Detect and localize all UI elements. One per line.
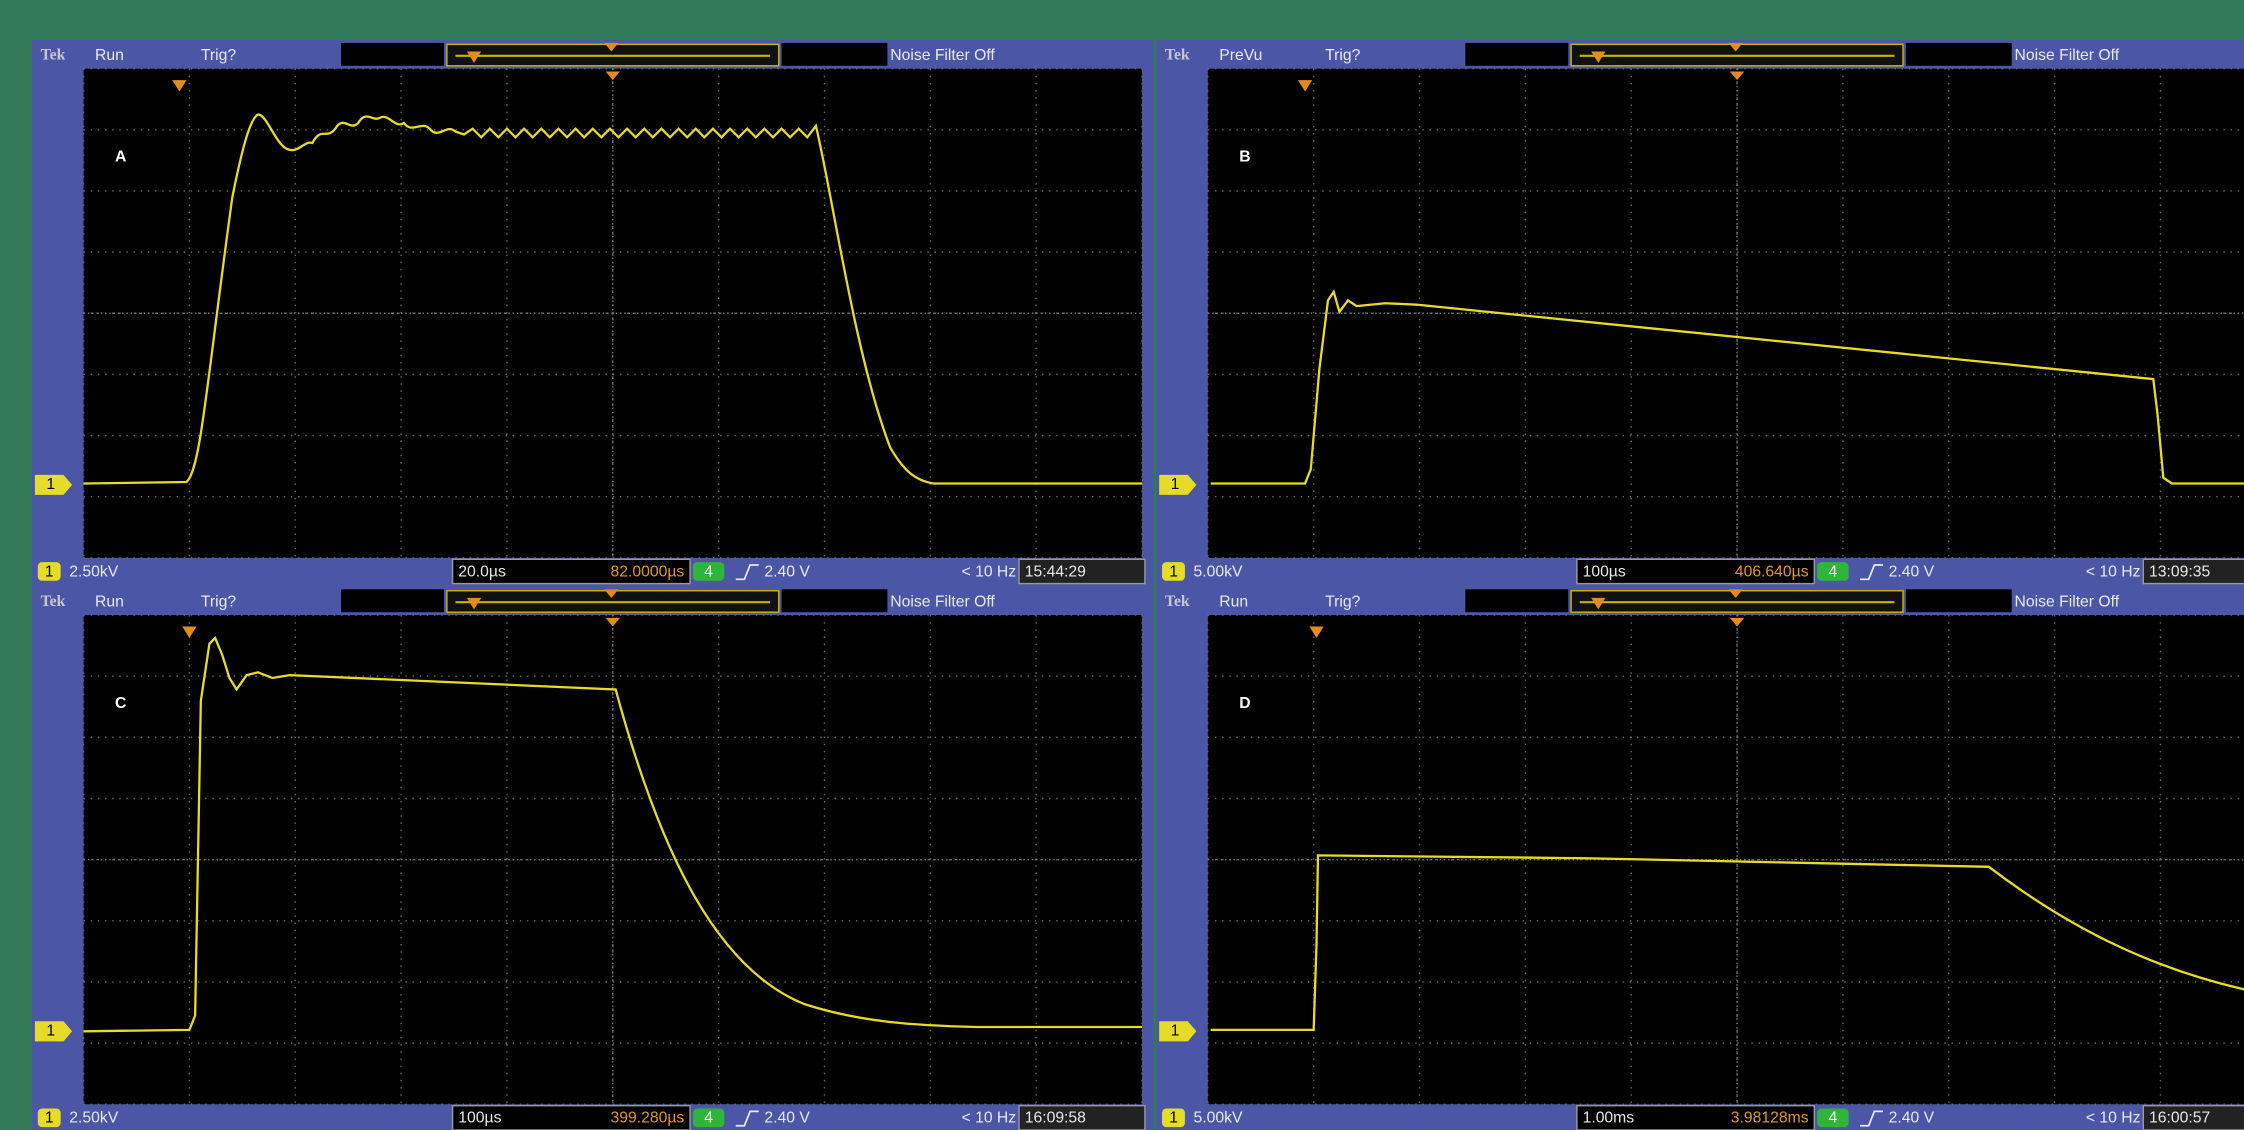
trigger-frequency: < 10 Hz — [962, 563, 1017, 580]
header-box — [782, 589, 888, 612]
footer-channel: 1 — [1169, 1110, 1178, 1127]
scope-panel: Tek Run Trig? Noise Filter Off 1 C 1 2.50kV 100µ… — [32, 586, 1153, 1130]
panel-letter: D — [1239, 695, 1250, 712]
panel-letter: A — [115, 148, 126, 165]
time-per-div: 1.00ms — [1583, 1110, 1635, 1127]
channel-label: 1 — [46, 476, 55, 493]
time-per-div: 100µs — [1583, 563, 1626, 580]
footer-channel: 1 — [1169, 563, 1178, 580]
trigger-channel: 4 — [704, 563, 713, 580]
header-box — [782, 43, 888, 66]
horizontal-position: 406.640µs — [1735, 563, 1809, 580]
scope-panel: Tek Run Trig? Noise Filter Off 1 D 1 5.00kV 1.00… — [1156, 586, 2244, 1130]
acquisition-mode: PreVu — [1219, 47, 1262, 64]
scope-panel: Tek Run Trig? Noise Filter Off 1 A 1 2.50kV 20.0… — [32, 40, 1153, 586]
clock: 16:00:57 — [2149, 1110, 2210, 1127]
header-box — [341, 43, 444, 66]
trigger-level: 2.40 V — [1889, 1110, 1935, 1127]
volts-per-div: 2.50kV — [69, 1110, 118, 1127]
panel-letter: B — [1239, 148, 1250, 165]
acquisition-mode: Run — [95, 47, 124, 64]
trigger-frequency: < 10 Hz — [962, 1110, 1017, 1127]
header-box — [1906, 589, 2012, 612]
noise-filter: Noise Filter Off — [890, 47, 995, 64]
header-box — [1465, 43, 1568, 66]
trigger-level: 2.40 V — [1889, 563, 1935, 580]
acquisition-mode: Run — [95, 593, 124, 610]
trigger-level: 2.40 V — [764, 563, 810, 580]
scope-figure: Tek Run Trig? Noise Filter Off 1 A 1 2.50kV 20.0… — [0, 0, 2244, 1130]
trigger-channel: 4 — [1829, 1110, 1838, 1127]
noise-filter: Noise Filter Off — [2015, 593, 2120, 610]
time-per-div: 20.0µs — [458, 563, 506, 580]
noise-filter: Noise Filter Off — [2015, 47, 2120, 64]
trigger-level: 2.40 V — [764, 1110, 810, 1127]
volts-per-div: 5.00kV — [1194, 1110, 1243, 1127]
channel-label: 1 — [1171, 476, 1180, 493]
volts-per-div: 2.50kV — [69, 563, 118, 580]
footer-channel: 1 — [45, 563, 54, 580]
header-box — [1906, 43, 2012, 66]
channel-label: 1 — [46, 1022, 55, 1039]
brand: Tek — [41, 593, 66, 610]
trigger-state: Trig? — [1325, 593, 1360, 610]
page: Tek Run Trig? Noise Filter Off 1 A 1 2.50kV 20.0… — [0, 0, 2244, 1130]
horizontal-position: 82.0000µs — [611, 563, 685, 580]
header-box — [341, 589, 444, 612]
footer-channel: 1 — [45, 1110, 54, 1127]
trigger-state: Trig? — [1325, 47, 1360, 64]
trigger-frequency: < 10 Hz — [2086, 1110, 2141, 1127]
brand: Tek — [41, 46, 66, 63]
brand: Tek — [1165, 593, 1190, 610]
clock: 16:09:58 — [1025, 1110, 1086, 1127]
channel-label: 1 — [1171, 1022, 1180, 1039]
scope-panel: Tek PreVu Trig? Noise Filter Off 1 B 1 5.00kV 10… — [1156, 40, 2244, 586]
trigger-channel: 4 — [1829, 563, 1838, 580]
clock: 13:09:35 — [2149, 563, 2210, 580]
trigger-frequency: < 10 Hz — [2086, 563, 2141, 580]
horizontal-position: 399.280µs — [611, 1110, 685, 1127]
acquisition-mode: Run — [1219, 593, 1248, 610]
header-box — [1465, 589, 1568, 612]
trigger-state: Trig? — [201, 47, 236, 64]
volts-per-div: 5.00kV — [1194, 563, 1243, 580]
panel-letter: C — [115, 695, 126, 712]
horizontal-position: 3.98128ms — [1731, 1110, 1809, 1127]
noise-filter: Noise Filter Off — [890, 593, 995, 610]
trigger-state: Trig? — [201, 593, 236, 610]
clock: 15:44:29 — [1025, 563, 1086, 580]
brand: Tek — [1165, 46, 1190, 63]
time-per-div: 100µs — [458, 1110, 501, 1127]
trigger-channel: 4 — [704, 1110, 713, 1127]
